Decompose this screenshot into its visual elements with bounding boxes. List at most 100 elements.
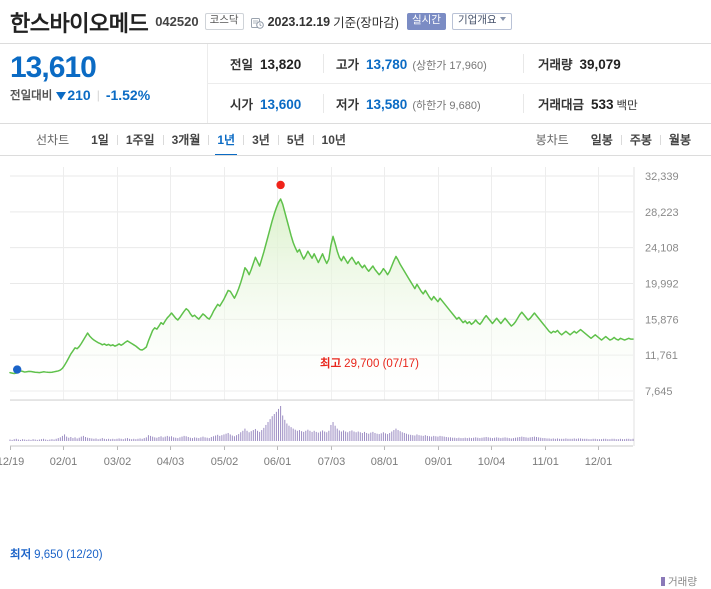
tab-period-1[interactable]: 1일 <box>91 133 109 147</box>
volume-bar <box>221 435 223 441</box>
y-tick-label: 7,645 <box>645 386 673 398</box>
candle-chart-tabs: 봉차트 일봉 주봉 월봉 <box>536 131 699 148</box>
volume-bar <box>485 436 487 441</box>
volume-bar <box>61 435 63 441</box>
volume-bar <box>542 438 544 441</box>
volume-bar <box>515 437 517 441</box>
triangle-down-icon <box>56 92 67 101</box>
volume-bar <box>45 439 47 441</box>
tab-candle-3[interactable]: 월봉 <box>668 133 691 147</box>
volume-bar <box>353 431 355 441</box>
volume-bar <box>122 439 124 441</box>
value: 13,600 <box>260 97 302 112</box>
volume-bar <box>261 430 263 441</box>
volume-bar <box>429 436 431 441</box>
volume-bar <box>481 437 483 441</box>
quote-cell-high: 고가 13,780 (상한가 17,960) <box>323 54 523 73</box>
volume-bar <box>525 437 527 441</box>
tab-period-4[interactable]: 1년 <box>209 131 243 155</box>
volume-bar <box>206 437 208 441</box>
volume-bar <box>483 437 485 441</box>
volume-bar <box>240 432 242 441</box>
volume-bar <box>11 439 13 441</box>
volume-bar <box>257 430 259 441</box>
volume-bar <box>416 434 418 441</box>
volume-bar <box>108 438 110 441</box>
volume-bar <box>64 434 66 441</box>
volume-bar <box>171 436 173 441</box>
volume-bar <box>173 437 175 441</box>
clock-icon <box>250 17 264 30</box>
volume-legend: 거래량 <box>661 574 697 589</box>
volume-bar <box>355 432 357 441</box>
volume-bar <box>269 419 271 442</box>
change-label: 전일대비 <box>10 90 53 103</box>
volume-bar <box>225 433 227 441</box>
volume-bar <box>175 437 177 441</box>
y-tick-label: 28,223 <box>645 207 679 219</box>
volume-bar <box>78 437 80 441</box>
quote-cell-open: 시가 13,600 <box>208 94 323 113</box>
volume-bar <box>521 436 523 442</box>
volume-bar <box>215 435 217 441</box>
price-line <box>9 198 634 375</box>
volume-bar <box>158 436 160 441</box>
divider: | <box>96 88 100 103</box>
volume-bar <box>554 438 556 441</box>
label: 고가 <box>336 58 360 72</box>
tab-period-5[interactable]: 3년 <box>252 133 270 147</box>
volume-bar <box>603 438 605 441</box>
volume-bar <box>244 428 246 441</box>
price-area-fill <box>10 198 633 400</box>
volume-bar <box>185 436 187 441</box>
volume-bar <box>470 438 472 441</box>
price-volume-chart[interactable]: 32,339 28,223 24,108 19,992 15,876 11,761 7,64… <box>0 156 711 491</box>
company-info-button[interactable]: 기업개요 <box>451 13 512 30</box>
volume-bar <box>420 435 422 441</box>
volume-bar <box>387 434 389 441</box>
volume-bar <box>565 438 567 441</box>
volume-bar <box>431 436 433 442</box>
chart-area: 32,339 28,223 24,108 19,992 15,876 11,761 7,64… <box>0 156 711 588</box>
volume-bar <box>561 438 563 441</box>
y-tick-label: 32,339 <box>645 171 679 183</box>
market-badge: 코스닥 <box>204 13 244 30</box>
volume-bar <box>605 438 607 441</box>
volume-bar <box>95 438 97 441</box>
quote-table: 전일 13,820 고가 13,780 (상한가 17,960) 거래량 39,… <box>208 44 711 123</box>
volume-bar <box>619 438 621 441</box>
volume-bar <box>305 430 307 441</box>
volume-bar <box>298 430 300 441</box>
volume-bar <box>332 422 334 441</box>
volume-bar <box>462 438 464 441</box>
value: 13,580 <box>366 97 408 112</box>
x-tick-label: 08/01 <box>371 456 399 468</box>
line-chart-title: 선차트 <box>36 133 70 147</box>
unit: 백만 <box>616 100 638 112</box>
volume-bar <box>246 430 248 441</box>
volume-bar <box>370 432 372 441</box>
volume-bar <box>624 439 626 441</box>
volume-bar <box>196 437 198 441</box>
tab-candle-1[interactable]: 일봉 <box>590 133 613 147</box>
value: 13,820 <box>260 57 302 72</box>
volume-bar <box>198 438 200 441</box>
tab-period-3[interactable]: 3개월 <box>171 133 201 147</box>
volume-bar <box>74 437 76 441</box>
volume-bar <box>114 439 116 441</box>
volume-bar <box>328 430 330 441</box>
volume-bar <box>263 427 265 442</box>
volume-bar <box>204 437 206 441</box>
tab-period-2[interactable]: 1주일 <box>125 133 155 147</box>
volume-bar <box>573 438 575 441</box>
volume-bar <box>550 438 552 441</box>
tab-candle-2[interactable]: 주봉 <box>629 133 652 147</box>
volume-bar <box>179 437 181 441</box>
volume-bar <box>194 437 196 441</box>
volume-bar <box>546 438 548 441</box>
tab-period-7[interactable]: 10년 <box>321 133 346 147</box>
volume-bar <box>519 436 521 441</box>
tab-period-6[interactable]: 5년 <box>286 133 305 147</box>
volume-bar <box>242 430 244 441</box>
volume-bar <box>439 435 441 441</box>
